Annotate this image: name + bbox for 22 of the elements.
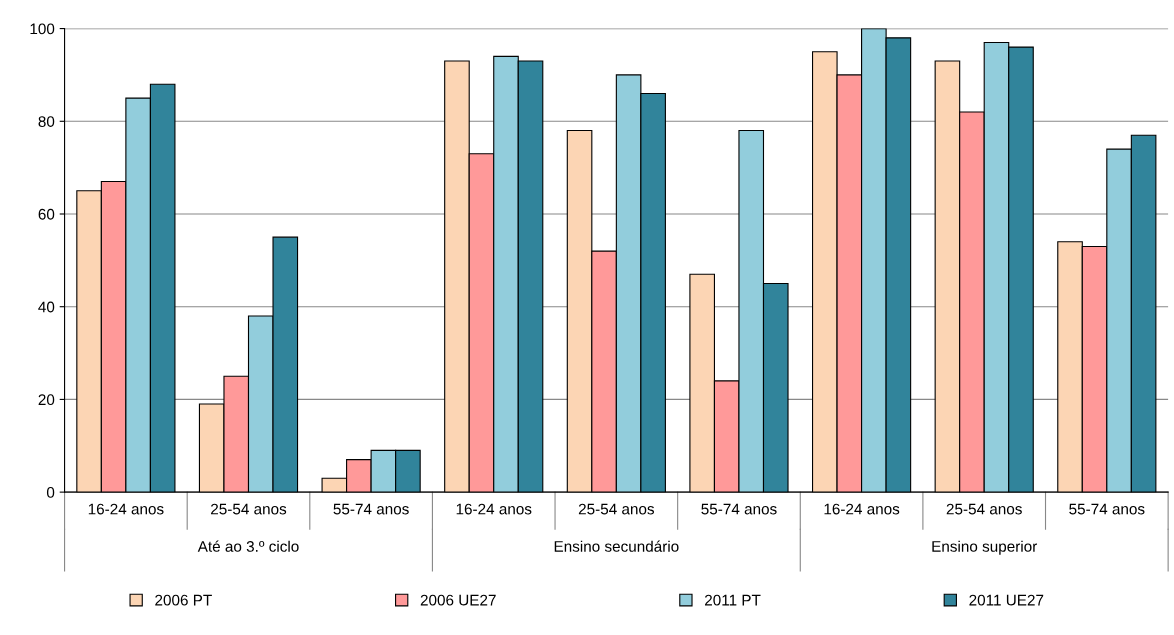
- y-tick-label: 0: [46, 486, 55, 498]
- y-tick-label: 80: [38, 116, 55, 127]
- x-tick-label: 25-54 anos: [946, 503, 1022, 515]
- x-tick-label: 55-74 anos: [1069, 503, 1145, 515]
- y-tick-label: 40: [38, 301, 55, 313]
- x-tick-label: 55-74 anos: [333, 503, 409, 515]
- x-tick-label: 16-24 anos: [456, 503, 532, 515]
- text: Ensino secundário: [554, 540, 679, 552]
- x-tick-label: 25-54 anos: [578, 503, 655, 515]
- legend-label: 2006 PT: [155, 594, 212, 606]
- legend-label: 2006 UE27: [420, 594, 496, 606]
- x-tick-label: 16-24 anos: [824, 503, 900, 515]
- y-tick-label: 60: [38, 208, 55, 220]
- legend-label: 2011 UE27: [969, 594, 1044, 606]
- x-tick-label: 16-24 anos: [88, 503, 164, 515]
- y-tick-label: 100: [30, 23, 55, 35]
- x-tick-label: 25-54 anos: [211, 503, 287, 515]
- legend-label: 2011 PT: [705, 594, 761, 606]
- x-tick-label: 55-74 anos: [701, 503, 777, 515]
- text: Até ao 3.º ciclo: [197, 540, 299, 552]
- text: Ensino superior: [932, 540, 1038, 555]
- y-tick-label: 20: [38, 394, 55, 406]
